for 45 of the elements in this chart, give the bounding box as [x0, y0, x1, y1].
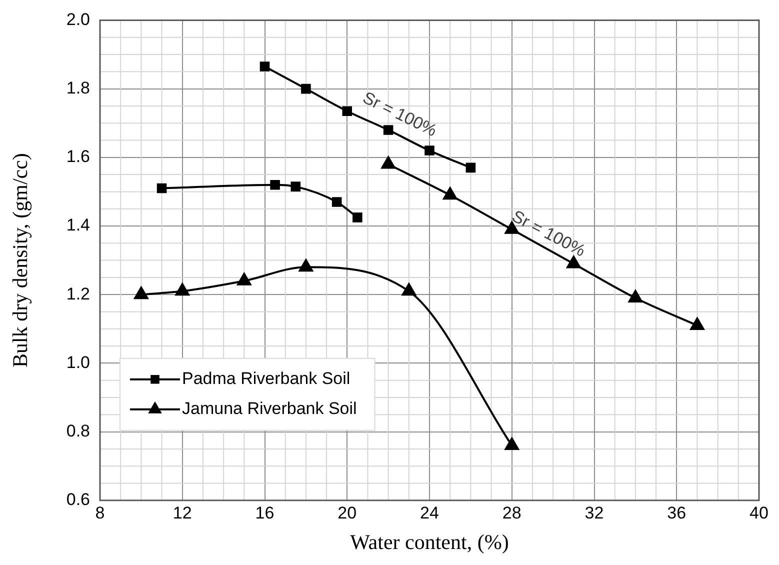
point [270, 180, 280, 190]
point [237, 272, 252, 286]
y-tick-label: 1.2 [66, 284, 90, 304]
x-tick-label: 20 [338, 503, 357, 522]
point [156, 183, 167, 194]
point [175, 283, 190, 296]
x-tick-label: 28 [502, 503, 522, 522]
point [332, 197, 342, 207]
x-tick-label: 24 [420, 503, 439, 522]
x-tick-label: 16 [255, 503, 274, 522]
y-tick-label: 2.0 [66, 10, 90, 29]
point [466, 162, 476, 173]
x-tick-label: 36 [667, 503, 686, 522]
annotation: Sr = 100% [360, 88, 440, 140]
point [566, 256, 581, 268]
y-tick-label: 1.8 [66, 78, 90, 98]
point [628, 290, 642, 303]
point [301, 84, 311, 94]
x-tick-label: 32 [584, 503, 604, 522]
point [402, 283, 416, 296]
legend-label: Padma Riverbank Soil [182, 369, 350, 388]
annotation: Sr = 100% [508, 206, 588, 260]
x-axis-title: Water content, (%) [350, 530, 509, 554]
point [424, 146, 434, 156]
point [443, 187, 458, 200]
point [504, 438, 519, 450]
point [383, 125, 394, 135]
x-tick-label: 8 [95, 503, 105, 522]
point [260, 62, 270, 72]
y-tick-label: 1.4 [66, 216, 90, 235]
point [290, 182, 301, 192]
y-tick-label: 1.6 [66, 147, 90, 166]
point [298, 259, 313, 272]
y-tick-label: 0.6 [66, 490, 90, 510]
y-axis-title: Bulk dry density, (gm/cc) [8, 153, 32, 368]
x-tick-label: 40 [750, 503, 768, 522]
y-tick-label: 0.8 [66, 421, 90, 440]
point [134, 286, 148, 300]
point [690, 317, 704, 330]
y-tick-label: 1.0 [66, 352, 90, 372]
point [342, 106, 352, 116]
point [381, 156, 396, 169]
legend-label: Jamuna Riverbank Soil [182, 399, 357, 418]
point [352, 212, 362, 222]
x-tick-label: 12 [172, 503, 192, 522]
